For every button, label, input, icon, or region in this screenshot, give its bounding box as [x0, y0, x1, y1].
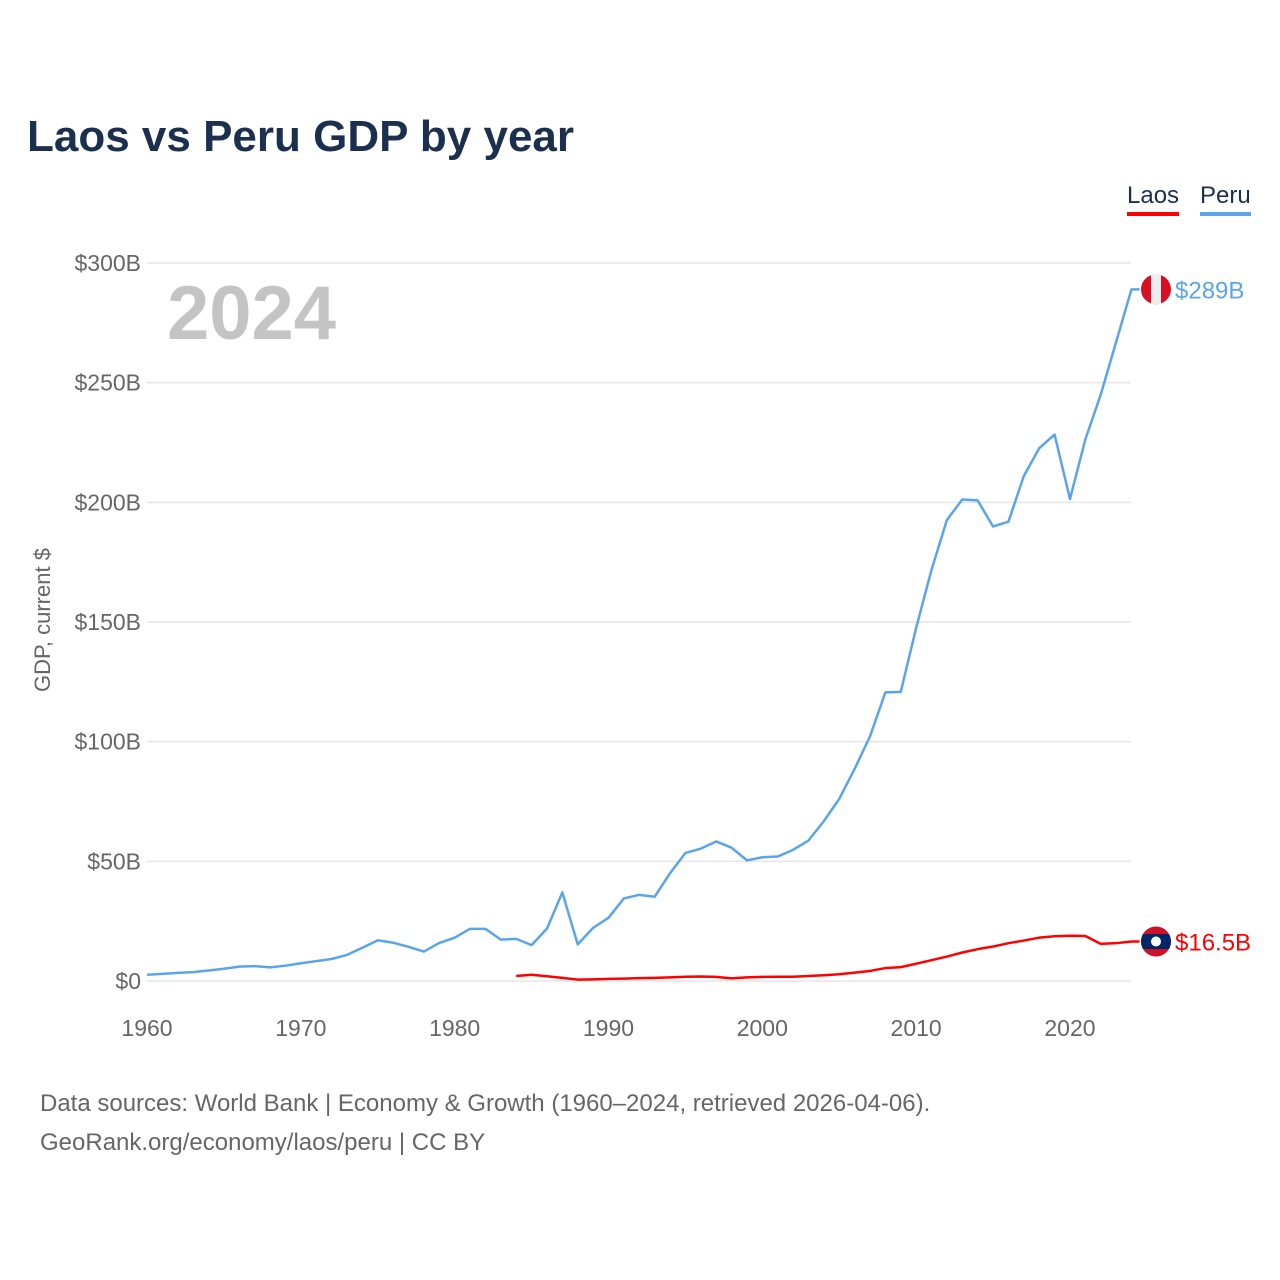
- y-tick-label: $50B: [87, 848, 141, 874]
- y-tick-label: $250B: [74, 370, 141, 396]
- series-line-laos: [516, 934, 1140, 981]
- x-tick-label: 1990: [583, 1015, 634, 1041]
- y-tick-label: $300B: [74, 250, 141, 276]
- y-tick-label: $150B: [74, 609, 141, 635]
- y-axis-label: GDP, current $: [30, 548, 55, 692]
- x-tick-label: 1970: [275, 1015, 326, 1041]
- data-sources: Data sources: World Bank | Economy & Gro…: [40, 1090, 931, 1117]
- series-line-peru: [146, 288, 1140, 977]
- footer: Data sources: World Bank | Economy & Gro…: [40, 1084, 930, 1162]
- x-tick-label: 1980: [429, 1015, 480, 1041]
- y-tick-label: $200B: [74, 489, 141, 515]
- y-tick-label: $100B: [74, 729, 141, 755]
- chart-title: Laos vs Peru GDP by year: [27, 112, 575, 161]
- end-value-label-peru: $289B: [1175, 277, 1244, 304]
- year-watermark: 2024: [167, 271, 336, 356]
- laos-flag-icon: [1141, 926, 1171, 957]
- x-tick-label: 2010: [891, 1015, 942, 1041]
- x-tick-label: 2000: [737, 1015, 788, 1041]
- x-tick-label: 1960: [121, 1015, 172, 1041]
- peru-flag-icon: [1141, 274, 1171, 305]
- legend-item-peru[interactable]: Peru: [1200, 182, 1251, 216]
- source-link[interactable]: GeoRank.org/economy/laos/peru | CC BY: [40, 1129, 486, 1156]
- y-tick-label: $0: [115, 968, 141, 994]
- end-value-label-laos: $16.5B: [1175, 930, 1251, 957]
- x-tick-label: 2020: [1044, 1015, 1095, 1041]
- legend-item-laos[interactable]: Laos: [1127, 182, 1180, 216]
